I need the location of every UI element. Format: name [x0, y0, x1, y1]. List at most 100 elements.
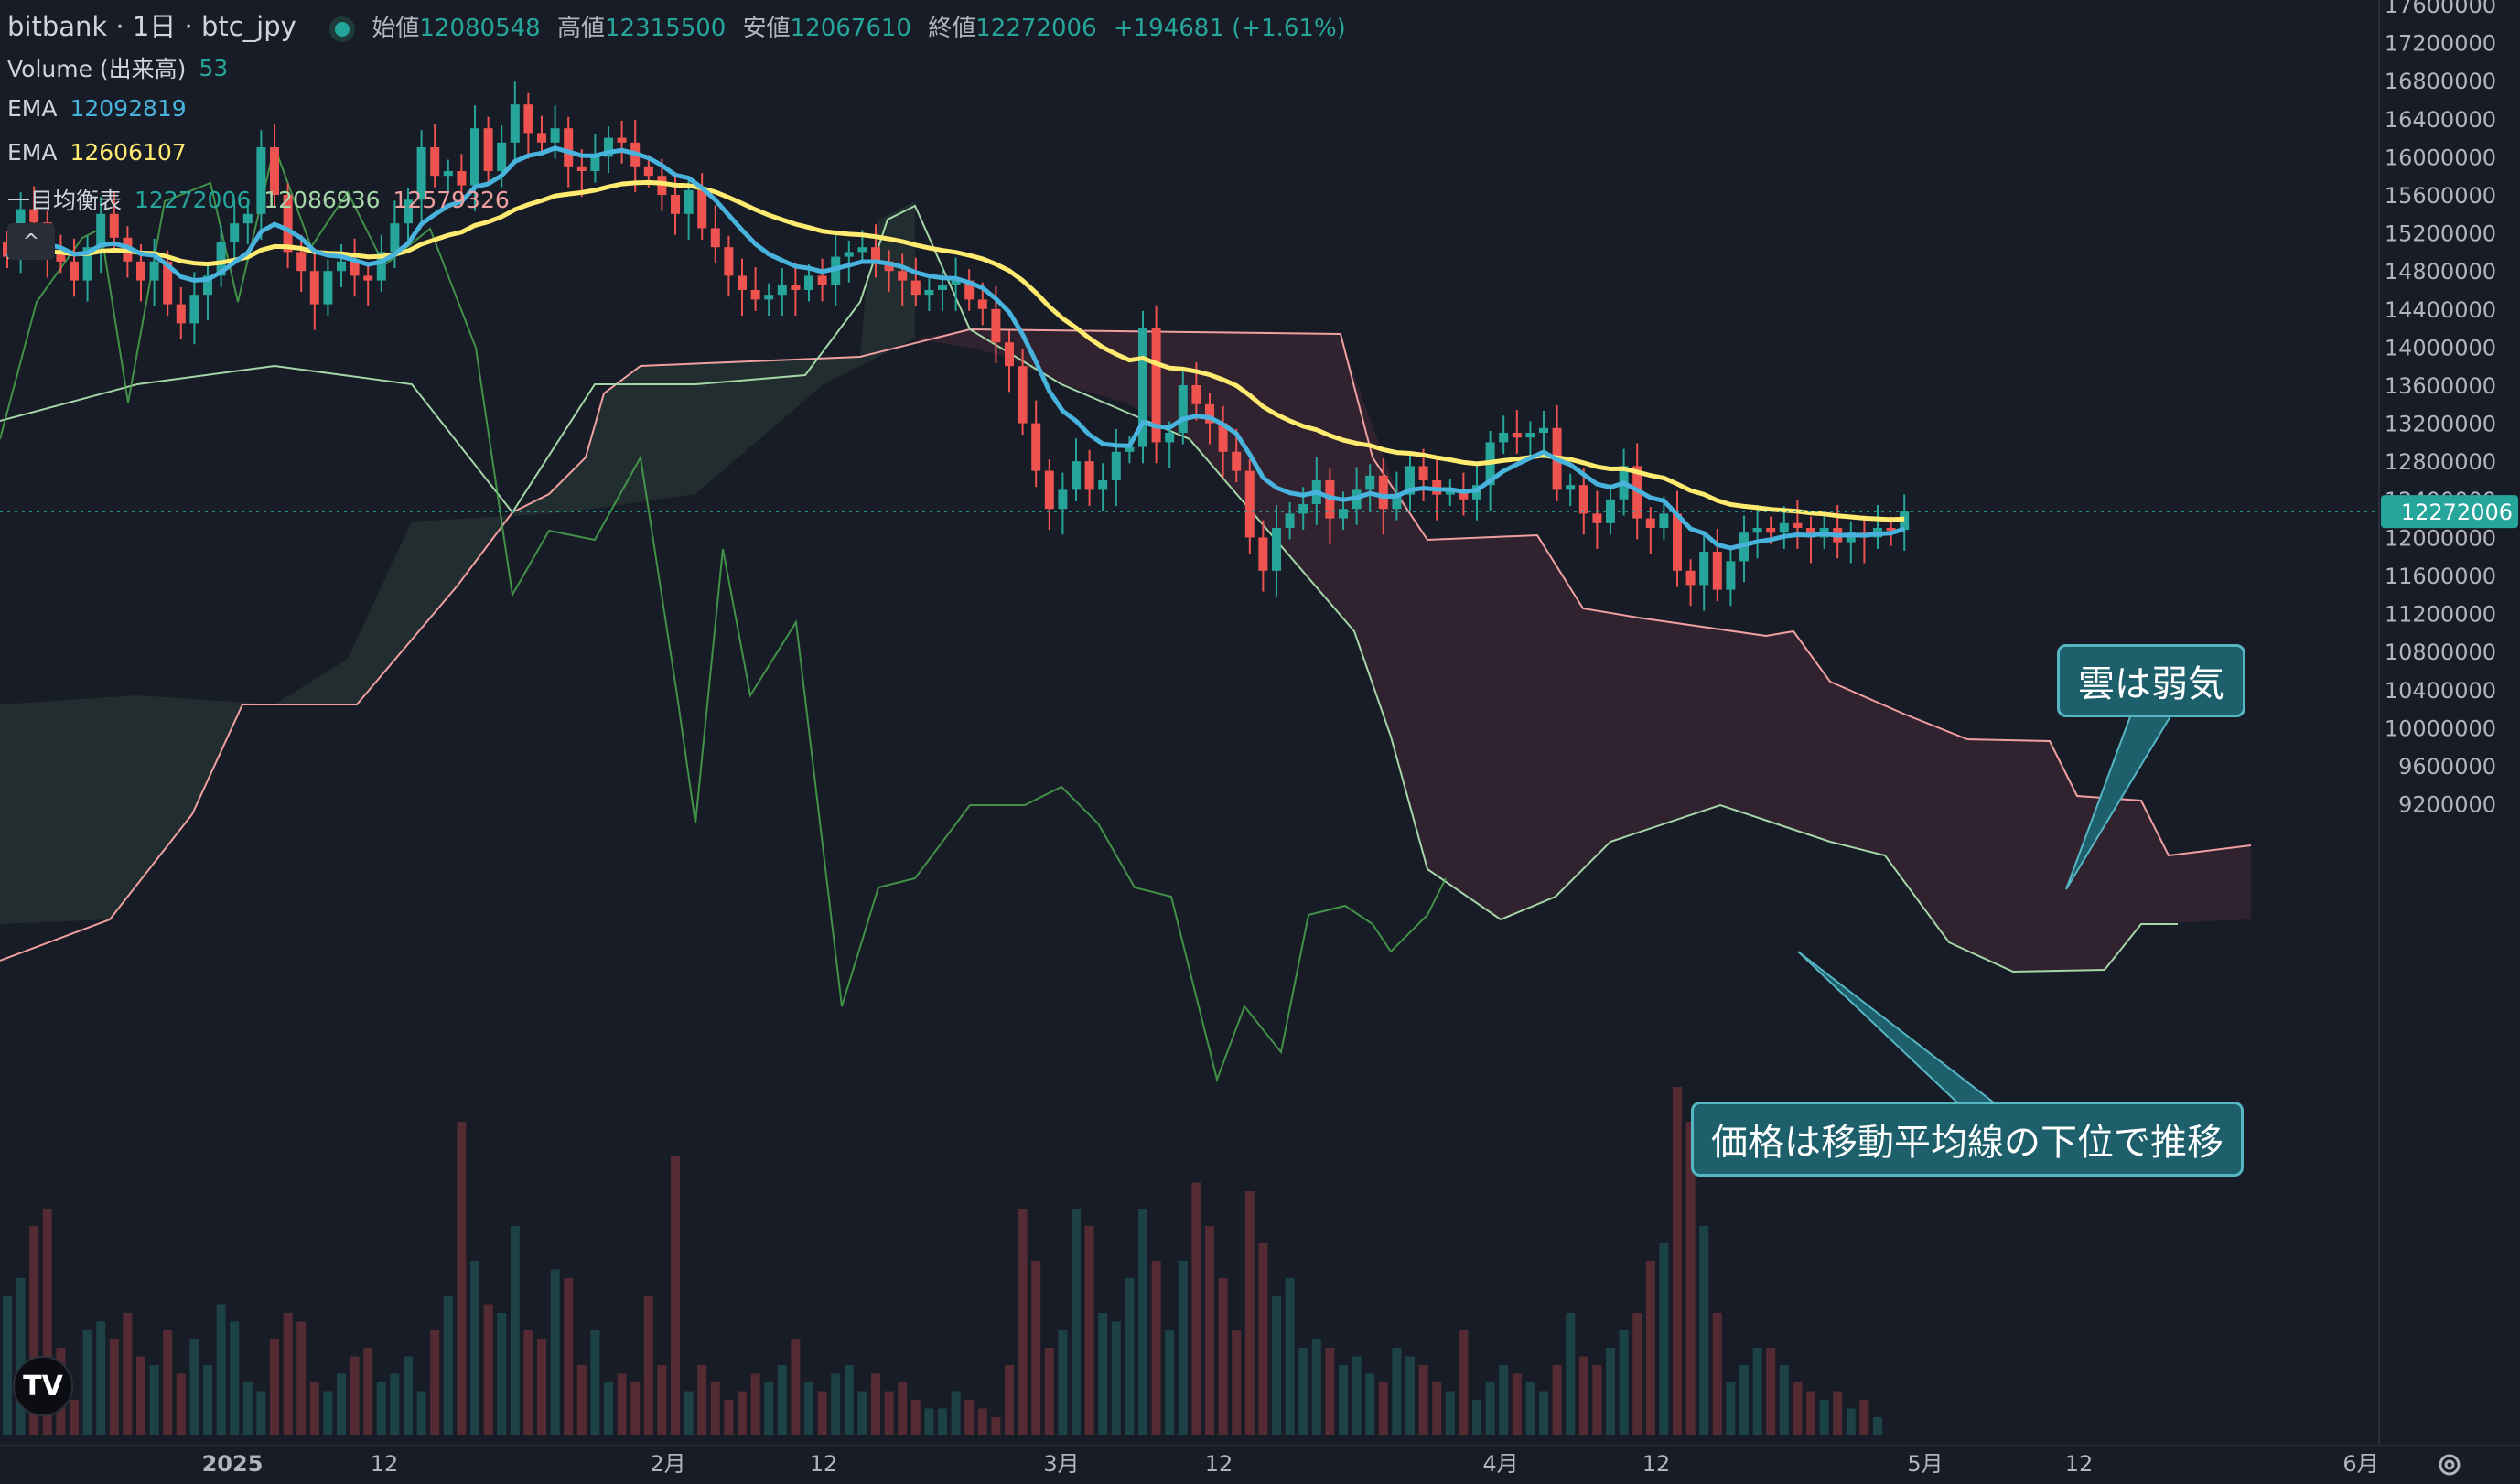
volume-bar	[270, 1339, 279, 1435]
candle-body	[70, 261, 79, 281]
time-tick-label: 12	[1642, 1451, 1671, 1477]
volume-bar	[176, 1373, 186, 1435]
ema-slow-legend[interactable]: EMA 12606107	[7, 139, 187, 166]
symbol-title[interactable]: bitbank · 1日 · btc_jpy	[7, 11, 296, 42]
candle-body	[590, 156, 600, 171]
candle-body	[1846, 532, 1856, 543]
ema-fast-legend[interactable]: EMA 12092819	[7, 95, 187, 122]
volume-bar	[1058, 1330, 1068, 1435]
ichimoku-label: 一目均衡表	[7, 188, 123, 214]
candle-body	[1673, 513, 1682, 571]
volume-bar	[537, 1339, 546, 1435]
time-tick-label: 12	[810, 1451, 838, 1477]
time-tick-label: 3月	[1043, 1451, 1079, 1477]
price-tick-label: 12800000	[2385, 449, 2496, 475]
volume-bar	[16, 1278, 26, 1435]
volume-bar	[1819, 1400, 1829, 1435]
volume-bar	[1125, 1278, 1135, 1435]
candle-body	[1098, 480, 1108, 490]
volume-bar	[1365, 1373, 1375, 1435]
volume-bar	[149, 1365, 159, 1435]
candle-body	[604, 137, 613, 157]
candle-body	[964, 280, 975, 300]
candle-body	[738, 275, 747, 290]
volume-bar	[457, 1122, 467, 1435]
price-axis[interactable]	[2379, 0, 2520, 1446]
volume-bar	[82, 1330, 92, 1435]
price-tick-label: 16400000	[2385, 107, 2496, 133]
candle-body	[951, 280, 961, 285]
price-tick-label: 13600000	[2385, 373, 2496, 399]
candle-body	[576, 166, 587, 171]
volume-bar	[738, 1391, 747, 1435]
settings-gear-icon[interactable]	[2434, 1449, 2465, 1480]
price-tick-label: 13200000	[2385, 412, 2496, 437]
candle-body	[1005, 342, 1014, 367]
time-tick-label: 2025	[202, 1451, 264, 1477]
price-tick-label: 10800000	[2385, 640, 2496, 665]
candle-body	[416, 147, 426, 200]
volume-bar	[724, 1400, 734, 1435]
candle-body	[1111, 451, 1121, 480]
candle-body	[109, 213, 119, 238]
price-tick-label: 14000000	[2385, 335, 2496, 360]
candle-body	[910, 280, 921, 296]
volume-bar	[1459, 1330, 1469, 1435]
volume-bar	[1432, 1382, 1442, 1435]
candle-body	[550, 128, 560, 143]
candle-body	[1685, 570, 1696, 586]
volume-legend[interactable]: Volume (出来高) 53	[7, 51, 228, 84]
volume-bar	[283, 1313, 293, 1435]
time-axis[interactable]	[0, 1446, 2379, 1484]
chevron-up-icon: ^	[22, 230, 40, 253]
time-tick-label: 12	[371, 1451, 399, 1477]
candle-body	[684, 189, 694, 214]
candle-body	[938, 285, 947, 290]
candle-body	[497, 142, 507, 171]
candle-body	[242, 213, 253, 224]
candle-body	[1084, 461, 1094, 490]
tradingview-logo-icon[interactable]: TV	[13, 1356, 73, 1416]
candle-body	[1525, 433, 1535, 438]
volume-bar	[309, 1382, 319, 1435]
volume-bar	[671, 1156, 680, 1435]
volume-bar	[1151, 1261, 1161, 1435]
candle-body	[1218, 423, 1228, 452]
volume-bar	[617, 1373, 627, 1435]
candle-body	[991, 308, 1001, 343]
volume-bar	[1352, 1356, 1362, 1435]
volume-bar	[216, 1304, 226, 1435]
candle-body	[1806, 528, 1815, 538]
collapse-legend-button[interactable]: ^	[7, 223, 55, 260]
volume-bar	[1619, 1330, 1629, 1435]
volume-bar	[1525, 1382, 1535, 1435]
ichimoku-legend[interactable]: 一目均衡表 12272006 12086936 12579326	[7, 183, 510, 216]
candle-body	[817, 275, 827, 285]
candle-body	[1752, 528, 1762, 533]
candle-body	[1125, 446, 1135, 452]
volume-bar	[1499, 1365, 1509, 1435]
volume-bar	[1165, 1330, 1175, 1435]
candle-body	[1459, 489, 1469, 500]
volume-bar	[376, 1382, 386, 1435]
price-tick-label: 11600000	[2385, 564, 2496, 589]
candle-body	[724, 247, 734, 276]
volume-bar	[977, 1408, 987, 1435]
volume-bar	[1712, 1313, 1722, 1435]
volume-bar	[1018, 1209, 1028, 1435]
volume-bar	[337, 1373, 346, 1435]
volume-bar	[791, 1339, 801, 1435]
volume-bar	[1244, 1191, 1255, 1435]
candle-body	[1151, 328, 1161, 443]
volume-bar	[443, 1296, 453, 1435]
time-tick-label: 4月	[1482, 1451, 1518, 1477]
volume-bar	[350, 1356, 360, 1435]
close-label: 終値	[928, 15, 976, 42]
candle-body	[1378, 475, 1388, 510]
candle-body	[898, 271, 908, 281]
candle-body	[1726, 561, 1736, 590]
close-value: 12272006	[975, 15, 1097, 42]
candle-body	[871, 247, 880, 262]
volume-bar	[3, 1296, 12, 1435]
